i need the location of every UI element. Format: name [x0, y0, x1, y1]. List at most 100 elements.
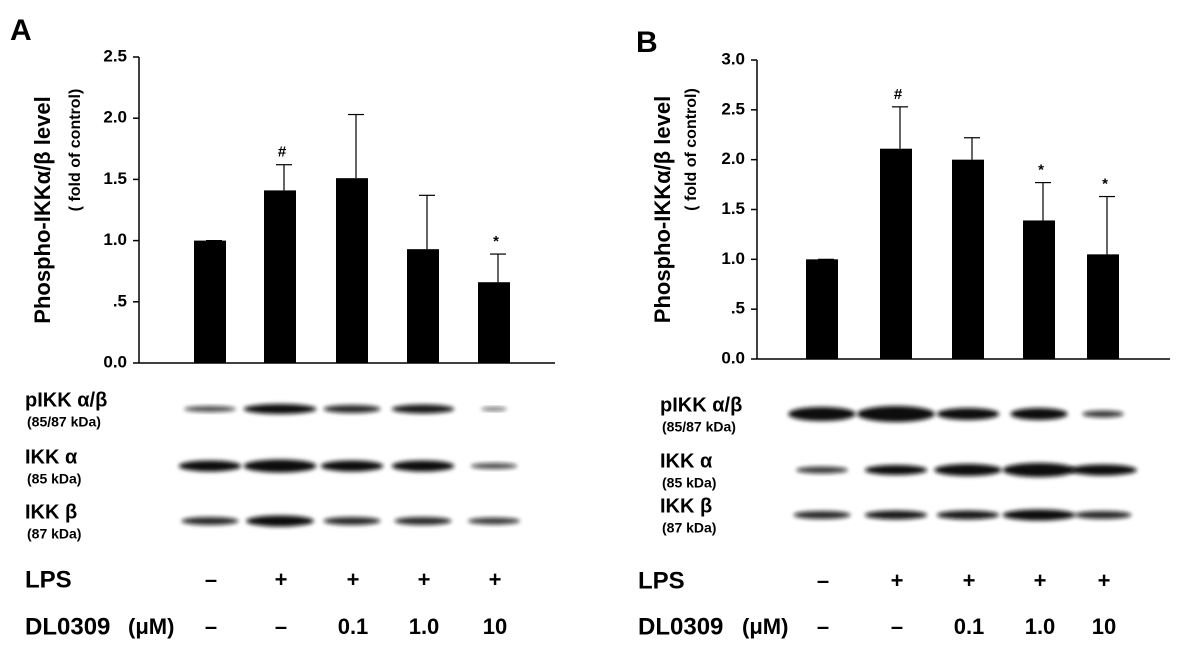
- y-axis-sublabel: ( fold of control): [683, 88, 700, 211]
- blot-band: [320, 460, 384, 472]
- treatment-name: DL0309: [25, 613, 110, 640]
- y-tick-label: 2.0: [103, 108, 127, 127]
- blot-name: IKK α: [660, 450, 713, 472]
- blot-band: [1074, 511, 1132, 519]
- y-tick-label: 1.0: [721, 249, 745, 268]
- blot-band: [936, 408, 1000, 420]
- significance-mark: *: [493, 233, 499, 250]
- blot-band: [796, 466, 848, 474]
- blot-size: (85/87 kDa): [662, 419, 736, 435]
- treatment-cell: +: [489, 567, 502, 592]
- y-tick-label: 0.0: [103, 352, 127, 371]
- y-axis-sublabel: ( fold of control): [67, 89, 84, 212]
- y-tick-label: 2.0: [721, 149, 745, 168]
- blot-band: [1002, 463, 1076, 477]
- bar: [194, 240, 226, 363]
- y-tick-label: .5: [731, 299, 745, 318]
- treatment-cell: 10: [1092, 614, 1116, 639]
- bar: [1023, 220, 1055, 359]
- treatment-unit: (μM): [742, 614, 788, 639]
- blot-band: [181, 517, 239, 525]
- panel-label: B: [636, 26, 658, 59]
- panel-label: A: [10, 14, 32, 47]
- blot-band: [184, 406, 236, 412]
- y-tick-label: 1.0: [103, 230, 127, 249]
- blot-band: [857, 406, 935, 422]
- treatment-cell: –: [205, 614, 217, 639]
- blot-name: IKK α: [25, 446, 78, 468]
- bar: [952, 159, 984, 359]
- y-tick-label: 1.5: [721, 199, 745, 218]
- y-tick-label: 0.0: [721, 348, 745, 367]
- y-tick-label: .5: [113, 291, 127, 310]
- blot-band: [1082, 410, 1124, 418]
- y-tick-label: 1.5: [103, 169, 127, 188]
- treatment-cell: 10: [483, 614, 507, 639]
- treatment-cell: +: [963, 568, 976, 593]
- blot-size: (85/87 kDa): [27, 414, 101, 430]
- blot-band: [864, 510, 928, 520]
- treatment-cell: +: [1034, 568, 1047, 593]
- bar: [478, 282, 510, 363]
- treatment-cell: +: [1098, 568, 1111, 593]
- blot-band: [391, 404, 455, 414]
- y-tick-label: 2.5: [103, 46, 127, 65]
- blot-band: [323, 517, 381, 525]
- significance-mark: *: [1102, 176, 1108, 193]
- treatment-cell: –: [205, 567, 217, 592]
- blot-band: [243, 459, 317, 473]
- treatment-cell: 0.1: [954, 614, 985, 639]
- blot-size: (87 kDa): [662, 520, 716, 536]
- blot-size: (85 kDa): [662, 475, 716, 491]
- blot-band: [788, 407, 856, 421]
- bar: [407, 249, 439, 363]
- blot-band: [470, 463, 518, 469]
- bar: [336, 178, 368, 363]
- treatment-cell: –: [891, 614, 903, 639]
- blot-band: [391, 460, 455, 472]
- bar: [880, 148, 912, 359]
- blot-band: [793, 511, 851, 519]
- blot-band: [864, 465, 928, 475]
- treatment-cell: –: [817, 614, 829, 639]
- blot-name: pIKK α/β: [660, 394, 742, 416]
- y-axis-label: Phospho-IKKα/β level: [30, 96, 55, 323]
- treatment-cell: +: [891, 568, 904, 593]
- bar: [806, 259, 838, 359]
- blot-band: [934, 464, 1002, 476]
- y-tick-label: 2.5: [721, 99, 745, 118]
- blot-band: [481, 407, 507, 411]
- blot-band: [936, 510, 1000, 520]
- treatment-cell: +: [275, 567, 288, 592]
- blot-band: [178, 460, 242, 472]
- blot-band: [246, 515, 314, 527]
- blot-band: [1010, 408, 1068, 420]
- significance-mark: #: [278, 144, 287, 161]
- blot-band: [1002, 509, 1076, 521]
- treatment-name: DL0309: [638, 613, 723, 640]
- blot-size: (85 kDa): [27, 471, 81, 487]
- blot-band: [468, 517, 520, 525]
- treatment-cell: 1.0: [409, 614, 440, 639]
- blot-band: [394, 517, 452, 525]
- treatment-cell: +: [347, 567, 360, 592]
- blot-band: [1069, 464, 1137, 476]
- bar: [264, 190, 296, 363]
- blot-name: IKK β: [25, 501, 77, 523]
- treatment-cell: 0.1: [338, 614, 369, 639]
- treatment-name: LPS: [25, 566, 72, 593]
- treatment-cell: –: [275, 614, 287, 639]
- treatment-cell: 1.0: [1025, 614, 1056, 639]
- treatment-cell: +: [418, 567, 431, 592]
- blot-name: pIKK α/β: [25, 389, 107, 411]
- treatment-unit: (μM): [128, 614, 174, 639]
- significance-mark: #: [894, 86, 903, 103]
- treatment-name: LPS: [638, 567, 685, 594]
- blot-name: IKK β: [660, 495, 712, 517]
- bar: [1087, 254, 1119, 359]
- significance-mark: *: [1038, 162, 1044, 179]
- y-tick-label: 3.0: [721, 49, 745, 68]
- blot-size: (87 kDa): [27, 526, 81, 542]
